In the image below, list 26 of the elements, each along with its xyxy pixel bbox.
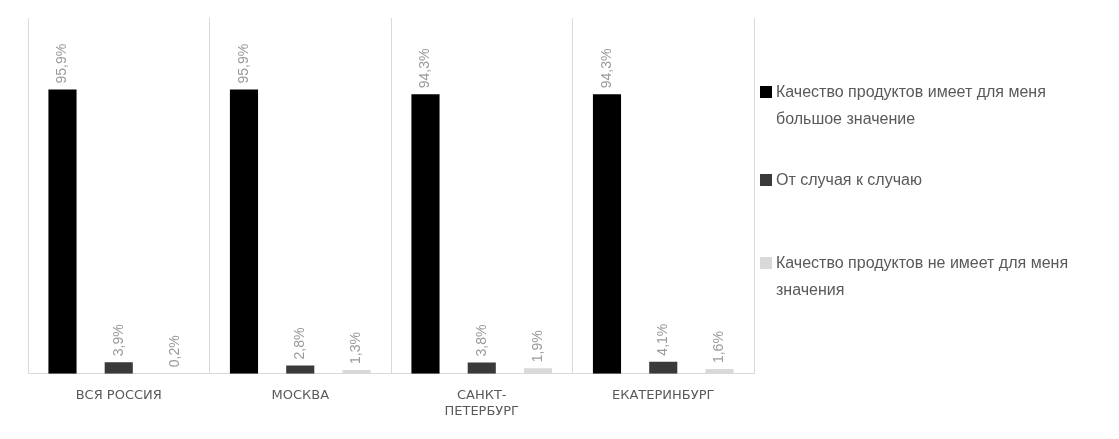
legend-label: От случая к случаю [776, 170, 922, 190]
bar [592, 94, 622, 374]
bar [649, 361, 678, 374]
x-tick-label: САНКТ-ПЕТЕРБУРГ [444, 386, 520, 418]
bar [411, 94, 440, 374]
legend-label: Качество продуктов имеет для меня большое значение [776, 82, 1047, 129]
data-label: 0,2% [165, 335, 182, 368]
data-label: 1,9% [528, 330, 545, 363]
legend-label: Качество продуктов не имеет для меня значения [776, 253, 1070, 300]
bar [286, 365, 315, 374]
data-label: 4,1% [654, 323, 671, 356]
x-tick-label: МОСКВА [271, 386, 330, 402]
data-label: 94,3% [597, 48, 614, 89]
data-label: 95,9% [53, 43, 70, 84]
data-label: 3,9% [109, 324, 126, 357]
data-label: 1,3% [347, 332, 364, 364]
bar [48, 89, 77, 374]
bar [229, 89, 259, 374]
x-tick-label: ЕКАТЕРИНБУРГ [612, 386, 715, 402]
data-label: 94,3% [416, 48, 433, 89]
data-label: 1,6% [710, 331, 727, 364]
x-tick-label: ВСЯ РОССИЯ [75, 386, 162, 402]
data-label: 95,9% [234, 43, 251, 84]
bar [104, 362, 133, 374]
data-label: 2,8% [291, 327, 308, 360]
data-label: 3,8% [472, 324, 489, 357]
